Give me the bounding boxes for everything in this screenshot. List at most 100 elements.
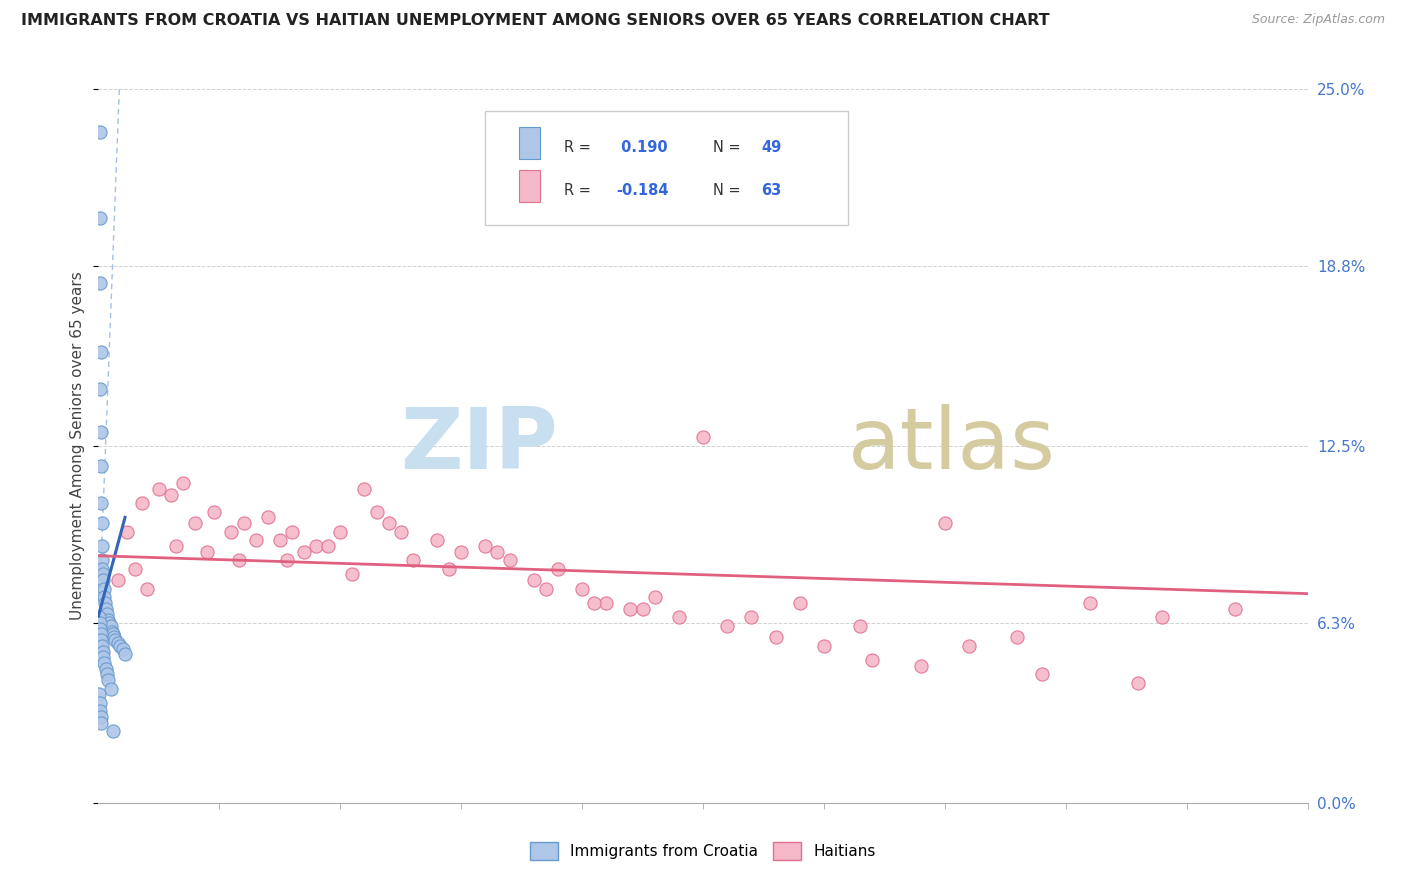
Point [353, 482, 375, 496]
Point [740, 610, 762, 624]
Point [91, 539, 114, 553]
Point [450, 544, 472, 558]
Point [329, 524, 352, 539]
Point [89, 696, 111, 710]
Point [523, 573, 546, 587]
Point [90, 627, 112, 641]
Point [90, 516, 112, 530]
Point [96, 667, 118, 681]
Point [402, 553, 425, 567]
Point [389, 524, 412, 539]
Text: 49: 49 [761, 140, 782, 155]
Point [91, 573, 114, 587]
Point [90, 633, 112, 648]
Point [957, 639, 980, 653]
Point [377, 516, 399, 530]
Point [117, 524, 139, 539]
Point [172, 476, 194, 491]
Point [100, 624, 122, 639]
Legend: Immigrants from Croatia, Haitians: Immigrants from Croatia, Haitians [524, 836, 882, 866]
Point [583, 596, 606, 610]
Point [789, 596, 811, 610]
Point [256, 510, 278, 524]
Point [96, 607, 118, 622]
Text: N =: N = [713, 183, 745, 198]
Point [91, 639, 114, 653]
Point [860, 653, 883, 667]
Point [1128, 676, 1150, 690]
Point [90, 715, 112, 730]
Point [631, 601, 654, 615]
Point [107, 636, 129, 650]
Point [90, 344, 112, 359]
Point [89, 687, 111, 701]
Point [89, 615, 111, 630]
Point [232, 516, 254, 530]
Text: -0.184: -0.184 [616, 183, 668, 198]
Point [437, 562, 460, 576]
Text: atlas: atlas [848, 404, 1056, 488]
Point [89, 125, 111, 139]
Point [165, 539, 187, 553]
Point [93, 591, 115, 605]
Point [534, 582, 557, 596]
Point [547, 562, 569, 576]
Point [124, 562, 146, 576]
Point [1223, 601, 1246, 615]
Point [644, 591, 666, 605]
FancyBboxPatch shape [485, 111, 848, 225]
Point [89, 277, 111, 291]
Point [316, 539, 339, 553]
Point [619, 601, 641, 615]
Point [91, 562, 114, 576]
Point [91, 567, 114, 582]
Point [93, 656, 115, 670]
Point [221, 524, 243, 539]
Point [342, 567, 364, 582]
Point [90, 425, 112, 439]
Point [1031, 667, 1053, 681]
Point [426, 533, 449, 548]
Point [97, 673, 120, 687]
Point [108, 639, 131, 653]
Point [89, 610, 111, 624]
Point [114, 648, 136, 662]
Point [89, 705, 111, 719]
Point [571, 582, 593, 596]
Point [89, 622, 111, 636]
Point [849, 619, 872, 633]
FancyBboxPatch shape [519, 128, 540, 159]
Point [89, 382, 111, 396]
Point [292, 544, 315, 558]
Point [94, 601, 117, 615]
FancyBboxPatch shape [519, 170, 540, 202]
Point [228, 553, 250, 567]
Text: R =: R = [564, 183, 596, 198]
Point [111, 641, 134, 656]
Point [93, 582, 115, 596]
Point [498, 553, 520, 567]
Text: R =: R = [564, 140, 596, 155]
Point [100, 619, 122, 633]
Point [1007, 630, 1029, 644]
Point [269, 533, 291, 548]
Point [474, 539, 496, 553]
Point [1152, 610, 1174, 624]
Point [101, 627, 124, 641]
Point [97, 613, 120, 627]
Point [90, 710, 112, 724]
Point [595, 596, 617, 610]
Point [716, 619, 738, 633]
Point [245, 533, 267, 548]
Point [90, 458, 112, 473]
Text: ZIP: ZIP [401, 404, 558, 488]
Point [366, 505, 388, 519]
Text: 0.190: 0.190 [616, 140, 668, 155]
Point [94, 662, 117, 676]
Text: N =: N = [713, 140, 745, 155]
Point [91, 650, 114, 665]
Point [101, 724, 124, 739]
Point [98, 615, 121, 630]
Text: Source: ZipAtlas.com: Source: ZipAtlas.com [1251, 13, 1385, 27]
Point [1078, 596, 1101, 610]
